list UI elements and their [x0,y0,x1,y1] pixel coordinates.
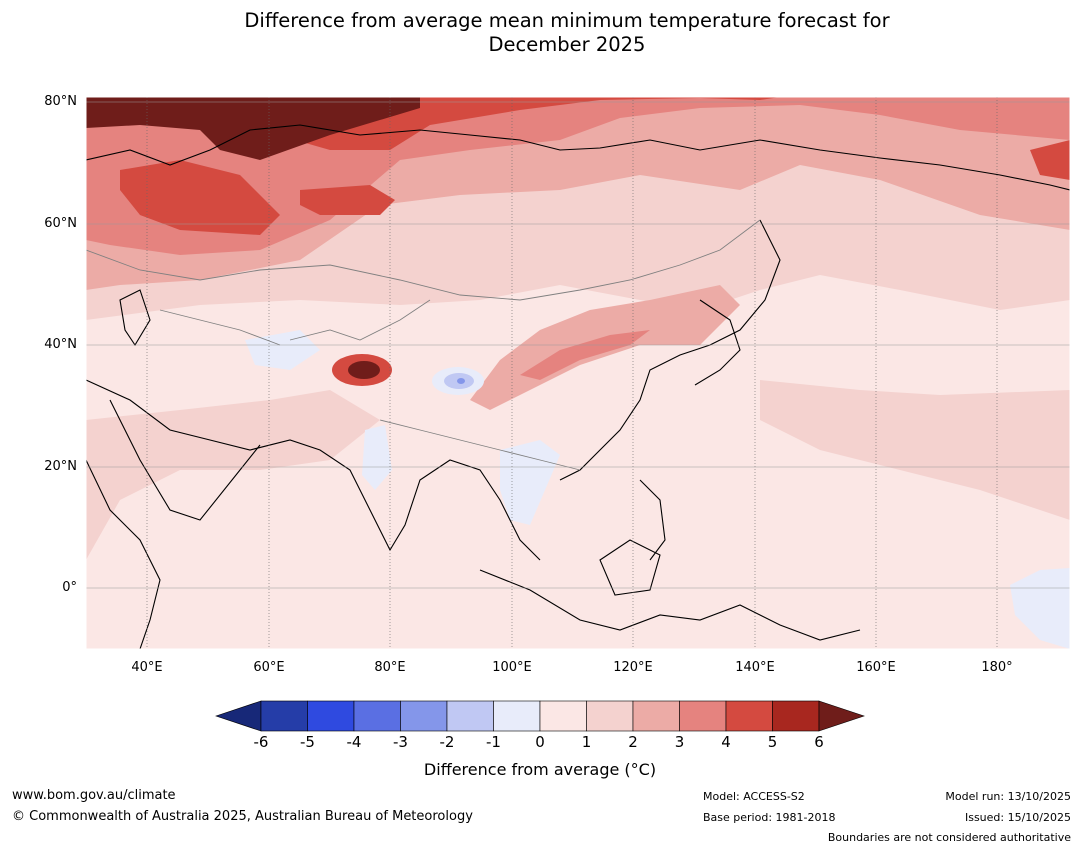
coastline-south-asia [86,379,541,561]
lat-label-80n: 80°N [44,94,77,109]
model-run-date: Model run: 13/10/2025 [945,790,1071,803]
colorbar-tick-label: -5 [300,733,315,751]
anomaly-hotspot-west-siberia [300,185,395,215]
boundary-disclaimer: Boundaries are not considered authoritat… [827,831,1071,844]
colorbar-segment [493,700,541,732]
colorbar-segment [400,700,448,732]
coastline-arabia [109,399,261,521]
model-name: Model: ACCESS-S2 [703,790,805,803]
colorbar-tick-label: -1 [486,733,501,751]
colorbar-segment [353,700,401,732]
colorbar-tick-label: -3 [393,733,408,751]
coastline-indonesia [479,569,861,641]
colorbar-segment [679,700,727,732]
anomaly-band-south [86,390,380,560]
coastlines [86,124,1070,649]
lat-label-0: 0° [62,580,77,595]
coastline-japan [694,299,741,386]
colorbar-segment [446,700,494,732]
boundary-china-west [289,299,431,341]
colorbar-tick-label: 6 [814,733,824,751]
colorbar-title: Difference from average (°C) [423,760,657,779]
anomaly-hotspot-far-east [1030,140,1070,180]
colorbar-extend-high [818,700,865,732]
colorbar-segment [772,700,820,732]
lon-label-80e: 80°E [374,660,406,675]
lon-label-140e: 140°E [735,660,775,675]
colorbar-segment [586,700,634,732]
issued-date: Issued: 15/10/2025 [964,811,1071,824]
coastline-arctic [86,124,1070,191]
anomaly-band-6-plus [86,97,420,160]
colorbar-segment [725,700,773,732]
title-line-2: December 2025 [488,33,646,56]
anomaly-band-pacific [760,380,1070,520]
colorbar-extend-low [215,700,262,732]
colorbar-tick-label: 1 [581,733,592,751]
anomaly-hotspot-tibet-inner [348,361,380,379]
colorbar-tick-label: -4 [346,733,362,751]
map-frame [85,96,1071,650]
colorbar-segment [632,700,680,732]
lon-label-160e: 160°E [856,660,896,675]
forecast-map [85,96,1071,650]
coastline-caspian [119,289,151,347]
title-line-1: Difference from average mean minimum tem… [244,9,890,32]
anomaly-cool-tibet-core [457,378,465,384]
anomaly-hotspot-siberia [120,160,280,235]
colorbar-segment [307,700,355,732]
lat-label-60n: 60°N [44,216,77,231]
colorbar-tick-label: 5 [767,733,778,751]
parallels [86,101,1070,589]
colorbar-tick-label: -6 [253,733,269,751]
lat-label-40n: 40°N [44,337,77,352]
colorbar-tick-label: 3 [674,733,685,751]
colorbar-segment [260,700,308,732]
anomaly-cool-central-asia [245,330,320,370]
lon-label-180: 180° [981,660,1013,675]
colorbar-tick-label: 4 [721,733,731,751]
coastline-borneo [599,539,661,596]
base-period: Base period: 1981-2018 [703,811,836,824]
boundary-central-asia [159,309,281,346]
anomaly-cool-india [362,425,392,490]
copyright-notice: © Commonwealth of Australia 2025, Austra… [12,809,473,824]
colorbar-segment [539,700,587,732]
colorbar-segments [215,700,865,732]
coastline-africa [86,459,161,649]
colorbar-tick-label: 0 [535,733,545,751]
colorbar-tick-label: 2 [628,733,638,751]
website-url: www.bom.gov.au/climate [12,788,176,803]
coastline-philippines [639,479,666,561]
graticule [146,97,998,649]
lon-label-40e: 40°E [131,660,163,675]
colorbar-tick-label: -2 [439,733,455,751]
lat-label-20n: 20°N [44,459,77,474]
chart-title: Difference from average mean minimum tem… [0,9,1081,57]
national-boundaries [86,219,761,471]
boundary-russia-south [86,219,761,301]
anomaly-band-china-core [520,330,650,380]
lon-label-120e: 120°E [613,660,653,675]
boundary-china-south [379,419,581,471]
colorbar [215,700,865,732]
lon-label-60e: 60°E [253,660,285,675]
coastline-east-asia [559,219,781,481]
lon-label-100e: 100°E [492,660,532,675]
